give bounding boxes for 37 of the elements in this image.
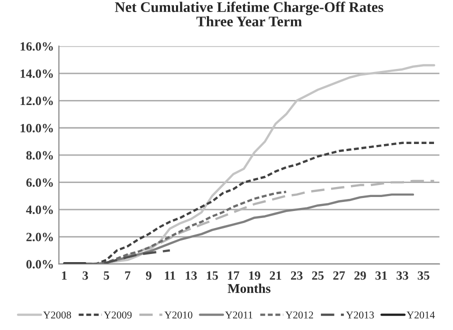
- x-tick-label: 15: [206, 271, 218, 280]
- x-tick-label: 11: [164, 271, 176, 280]
- legend-label: Y2011: [225, 311, 252, 319]
- x-tick-label: 9: [146, 271, 152, 280]
- x-tick-label: 19: [249, 271, 260, 280]
- x-tick-label: 1: [62, 271, 67, 280]
- x-tick-label: 13: [186, 271, 197, 280]
- legend-label: Y2010: [164, 311, 192, 319]
- x-tick-label: 5: [104, 271, 110, 280]
- legend-label: Y2009: [104, 311, 132, 319]
- y-tick-label: 4.0%: [26, 206, 53, 214]
- y-tick-label: 14.0%: [20, 69, 53, 78]
- x-tick-label: 23: [290, 271, 303, 280]
- chart-subtitle: Three Year Term: [196, 16, 302, 26]
- x-axis-title: Months: [228, 284, 270, 293]
- x-tick-label: 29: [354, 271, 366, 280]
- y-tick-label: 10.0%: [20, 124, 53, 132]
- y-tick-label: 8.0%: [26, 151, 53, 160]
- legend-label: Y2014: [406, 311, 435, 319]
- x-tick-label: 25: [312, 271, 324, 280]
- y-tick-label: 16.0%: [20, 42, 53, 51]
- y-tick-label: 2.0%: [26, 232, 53, 242]
- y-tick-label: 12.0%: [20, 96, 53, 106]
- legend-label: Y2012: [285, 311, 314, 319]
- x-tick-label: 17: [228, 271, 240, 280]
- chart-title: Net Cumulative Lifetime Charge-Off Rates: [114, 2, 384, 16]
- x-tick-label: 27: [333, 271, 345, 280]
- legend-label: Y2013: [346, 311, 374, 319]
- x-tick-label: 31: [375, 271, 387, 280]
- legend-label: Y2008: [43, 311, 72, 319]
- y-tick-label: 0.0%: [26, 260, 53, 269]
- x-tick-label: 7: [125, 271, 130, 280]
- x-tick-label: 3: [82, 271, 88, 280]
- x-tick-label: 35: [418, 271, 430, 280]
- x-tick-label: 21: [270, 271, 282, 280]
- y-tick-label: 6.0%: [26, 178, 53, 187]
- x-tick-label: 33: [396, 271, 408, 280]
